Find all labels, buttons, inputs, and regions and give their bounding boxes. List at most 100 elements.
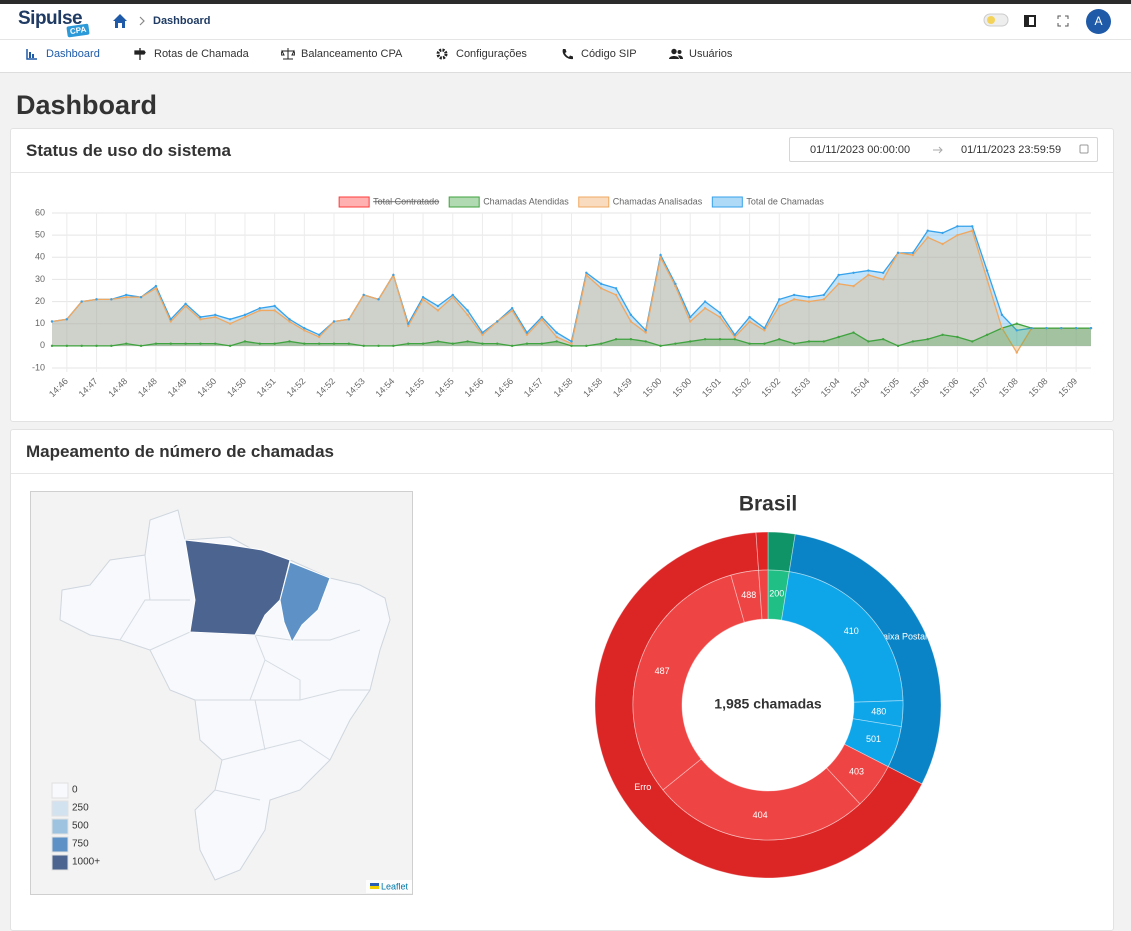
calendar-icon[interactable]: [1079, 144, 1089, 154]
data-point: [614, 338, 618, 341]
data-point: [570, 344, 573, 348]
x-tick-label: 15:03: [789, 376, 812, 399]
menu-label[interactable]: Rotas de Chamada: [154, 48, 249, 60]
legend-item: Total Contratado: [338, 196, 439, 208]
x-tick-label: 15:04: [819, 376, 842, 399]
data-point: [852, 284, 855, 288]
usage-card: Status de uso do sistema 01/11/2023 00:0…: [10, 128, 1114, 422]
data-point: [555, 335, 558, 339]
date-start[interactable]: 01/11/2023 00:00:00: [810, 144, 911, 156]
state-border: [221, 739, 331, 761]
data-point: [377, 298, 380, 301]
x-tick-label: 14:48: [106, 376, 129, 399]
data-point: [852, 271, 855, 274]
data-point: [451, 342, 454, 345]
data-point: [347, 318, 351, 321]
sunburst-segment: [781, 571, 904, 703]
data-point: [570, 340, 573, 343]
data-point: [95, 298, 98, 301]
theme-toggle[interactable]: [983, 13, 1009, 27]
state-border: [119, 599, 190, 641]
state-border: [144, 554, 151, 601]
data-point: [555, 331, 558, 334]
data-point: [436, 304, 440, 308]
y-tick-label: -10: [32, 362, 45, 372]
data-point: [273, 304, 276, 308]
data-point: [882, 278, 885, 281]
legend-swatch: [338, 196, 370, 208]
data-point: [748, 315, 751, 319]
data-point: [510, 309, 514, 312]
data-point: [807, 340, 811, 343]
x-tick-label: 14:57: [522, 376, 545, 399]
data-point: [510, 344, 514, 348]
legend-label: Chamadas Atendidas: [483, 196, 569, 206]
data-point: [421, 298, 425, 301]
series-area: [52, 323, 1091, 346]
fullscreen-icon[interactable]: [1057, 15, 1069, 27]
legend-swatch: [51, 854, 69, 871]
menu-label[interactable]: Dashboard: [46, 48, 100, 60]
data-point: [317, 335, 321, 339]
data-point: [867, 269, 870, 272]
data-point: [421, 295, 425, 299]
data-point: [273, 342, 276, 345]
menu-label[interactable]: Usuários: [689, 48, 733, 60]
data-point: [451, 295, 454, 299]
data-point: [496, 320, 499, 323]
menu-label[interactable]: Configurações: [456, 48, 527, 60]
data-point: [332, 320, 336, 323]
center-label: 1,985 chamadas: [714, 696, 822, 712]
x-tick-label: 14:53: [344, 376, 367, 399]
card-title: Mapeamento de número de chamadas: [26, 442, 334, 461]
date-end[interactable]: 01/11/2023 23:59:59: [961, 144, 1062, 156]
x-tick-label: 15:06: [938, 376, 961, 399]
menu-label[interactable]: Código SIP: [581, 48, 637, 60]
data-point: [228, 322, 232, 325]
sunburst-segment: [825, 743, 889, 805]
legend-swatch: [448, 196, 480, 208]
state-border: [149, 631, 266, 701]
sunburst-segment: [758, 569, 769, 620]
data-point: [184, 302, 187, 305]
data-point: [971, 229, 974, 232]
data-point: [228, 344, 232, 348]
data-point: [525, 342, 529, 345]
data-point: [184, 342, 187, 345]
layout-icon[interactable]: [1024, 15, 1036, 27]
home-icon[interactable]: [112, 13, 128, 29]
data-point: [585, 271, 588, 274]
x-tick-label: 14:56: [492, 376, 515, 399]
data-point: [911, 251, 915, 255]
data-point: [644, 329, 647, 332]
data-point: [674, 342, 677, 345]
data-point: [867, 273, 870, 277]
data-point: [911, 253, 915, 257]
menu-label[interactable]: Balanceamento CPA: [301, 48, 403, 60]
date-range-picker[interactable]: 01/11/2023 00:00:00 01/11/2023 23:59:59: [789, 137, 1098, 162]
data-point: [540, 315, 544, 319]
data-point: [629, 338, 633, 341]
x-tick-label: 15:00: [670, 376, 693, 399]
data-point: [659, 344, 662, 348]
y-tick-label: 30: [35, 274, 45, 284]
data-point: [436, 340, 440, 343]
x-tick-label: 14:58: [552, 376, 575, 399]
data-point: [273, 309, 276, 312]
sunburst-segment: [767, 569, 790, 621]
logo[interactable]: Sipulse: [18, 8, 83, 29]
x-tick-label: 14:58: [581, 376, 604, 399]
data-point: [555, 340, 558, 343]
breadcrumb[interactable]: Dashboard: [153, 15, 211, 27]
data-point: [199, 315, 202, 319]
flag-icon: [370, 886, 379, 889]
segment-label: 410: [844, 626, 859, 636]
state-border: [254, 699, 266, 751]
data-point: [510, 307, 514, 310]
data-point: [570, 342, 573, 345]
data-point: [481, 333, 484, 336]
x-tick-label: 15:04: [848, 376, 871, 399]
avatar[interactable]: A: [1086, 9, 1111, 34]
data-point: [837, 273, 840, 277]
